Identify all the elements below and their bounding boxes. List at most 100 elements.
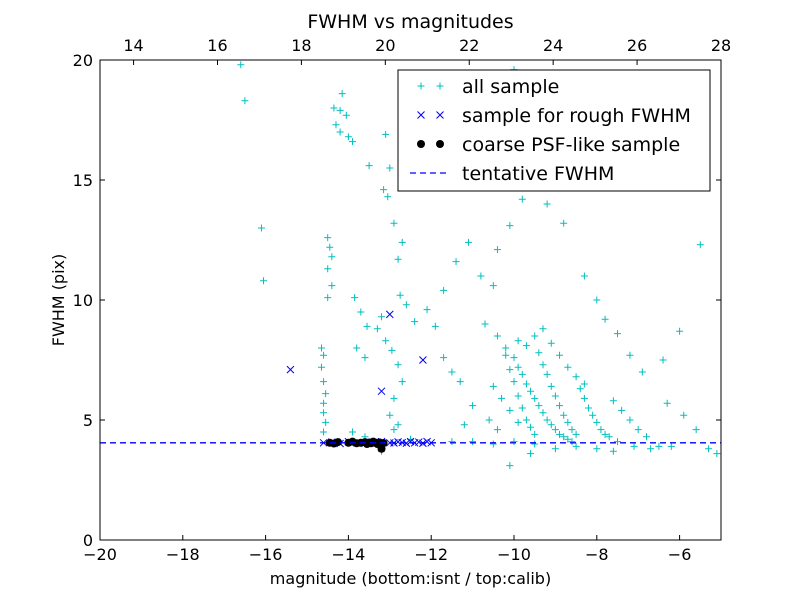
all-sample-point [589, 411, 597, 419]
all-sample-point [317, 363, 325, 371]
all-sample-point [353, 344, 361, 352]
all-sample-point [556, 402, 564, 410]
legend-label-all-sample: all sample [462, 76, 559, 98]
y-tick-label: 20 [73, 51, 93, 70]
x-tick-label: −12 [414, 545, 448, 564]
all-sample-point [580, 380, 588, 388]
x-axis-title: magnitude (bottom:isnt / top:calib) [270, 569, 551, 588]
all-sample-point [469, 402, 477, 410]
all-sample-point [630, 442, 638, 450]
all-sample-point [585, 404, 593, 412]
all-sample-point [344, 133, 352, 141]
legend-label-rough-fwhm: sample for rough FWHM [462, 105, 691, 127]
all-sample-point [556, 430, 564, 438]
x-tick-label: −10 [497, 545, 531, 564]
all-sample-point [481, 320, 489, 328]
all-sample-point [676, 327, 684, 335]
all-sample-point [531, 440, 539, 448]
all-sample-point [506, 366, 514, 374]
chart-title: FWHM vs magnitudes [307, 11, 513, 33]
legend-label-tentative-fwhm: tentative FWHM [462, 163, 614, 185]
all-sample-point [411, 318, 419, 326]
all-sample-point [531, 394, 539, 402]
all-sample-point [502, 351, 510, 359]
top-x-tick-label: 24 [543, 36, 563, 55]
all-sample-point [597, 426, 605, 434]
all-sample-point [448, 438, 456, 446]
all-sample-point [237, 61, 245, 69]
all-sample-point [626, 351, 634, 359]
y-tick-label: 10 [73, 291, 93, 310]
all-sample-point [489, 282, 497, 290]
all-sample-point [440, 286, 448, 294]
all-sample-point [556, 351, 564, 359]
legend-marker-psf-like [436, 140, 444, 148]
rough-fwhm-point [286, 365, 295, 374]
all-sample-point [547, 382, 555, 390]
all-sample-point [320, 399, 328, 407]
all-sample-point [431, 322, 439, 330]
all-sample-point [564, 418, 572, 426]
all-sample-point [386, 411, 394, 419]
all-sample-point [324, 234, 332, 242]
all-sample-point [572, 373, 580, 381]
rough-fwhm-point [402, 439, 411, 448]
all-sample-point [320, 351, 328, 359]
all-sample-point [489, 440, 497, 448]
all-sample-point [394, 421, 402, 429]
all-sample-point [390, 426, 398, 434]
all-sample-point [539, 409, 547, 417]
all-sample-point [580, 394, 588, 402]
rough-fwhm-point [385, 310, 394, 319]
y-tick-label: 5 [83, 411, 93, 430]
all-sample-point [568, 426, 576, 434]
all-sample-point [402, 301, 410, 309]
all-sample-point [614, 438, 621, 446]
all-sample-point [514, 392, 522, 400]
all-sample-point [380, 186, 388, 194]
top-x-tick-label: 22 [459, 36, 479, 55]
all-sample-point [365, 162, 373, 170]
all-sample-point [440, 354, 448, 362]
all-sample-point [564, 363, 572, 371]
all-sample-point [363, 322, 371, 330]
all-sample-point [351, 294, 359, 302]
all-sample-point [477, 272, 485, 280]
all-sample-point [618, 406, 626, 414]
all-sample-point [322, 418, 330, 426]
all-sample-point [527, 450, 535, 458]
all-sample-point [384, 193, 392, 201]
all-sample-point [560, 411, 568, 419]
all-sample-point [576, 385, 584, 393]
all-sample-point [489, 382, 497, 390]
all-sample-point [614, 330, 621, 338]
all-sample-point [456, 378, 464, 386]
y-axis-title: FWHM (pix) [49, 254, 68, 347]
all-sample-point [535, 402, 543, 410]
all-sample-point [241, 97, 249, 105]
all-sample-point [609, 447, 617, 455]
all-sample-point [547, 339, 555, 347]
all-sample-point [361, 354, 369, 362]
all-sample-point [460, 421, 468, 429]
all-sample-point [609, 397, 617, 405]
all-sample-point [572, 430, 580, 438]
all-sample-point [320, 378, 328, 386]
all-sample-point [663, 399, 671, 407]
top-x-tick-label: 14 [123, 36, 143, 55]
all-sample-point [464, 238, 472, 246]
all-sample-point [373, 325, 381, 333]
all-sample-point [336, 128, 344, 136]
all-sample-point [518, 370, 526, 378]
all-sample-point [518, 195, 526, 203]
all-sample-point [394, 361, 402, 369]
y-tick-label: 0 [83, 531, 93, 550]
all-sample-point [328, 282, 336, 290]
all-sample-point [547, 421, 555, 429]
all-sample-point [514, 363, 522, 371]
all-sample-point [332, 121, 340, 129]
top-x-tick-label: 26 [627, 36, 647, 55]
all-sample-point [382, 337, 390, 345]
all-sample-point [659, 356, 667, 364]
